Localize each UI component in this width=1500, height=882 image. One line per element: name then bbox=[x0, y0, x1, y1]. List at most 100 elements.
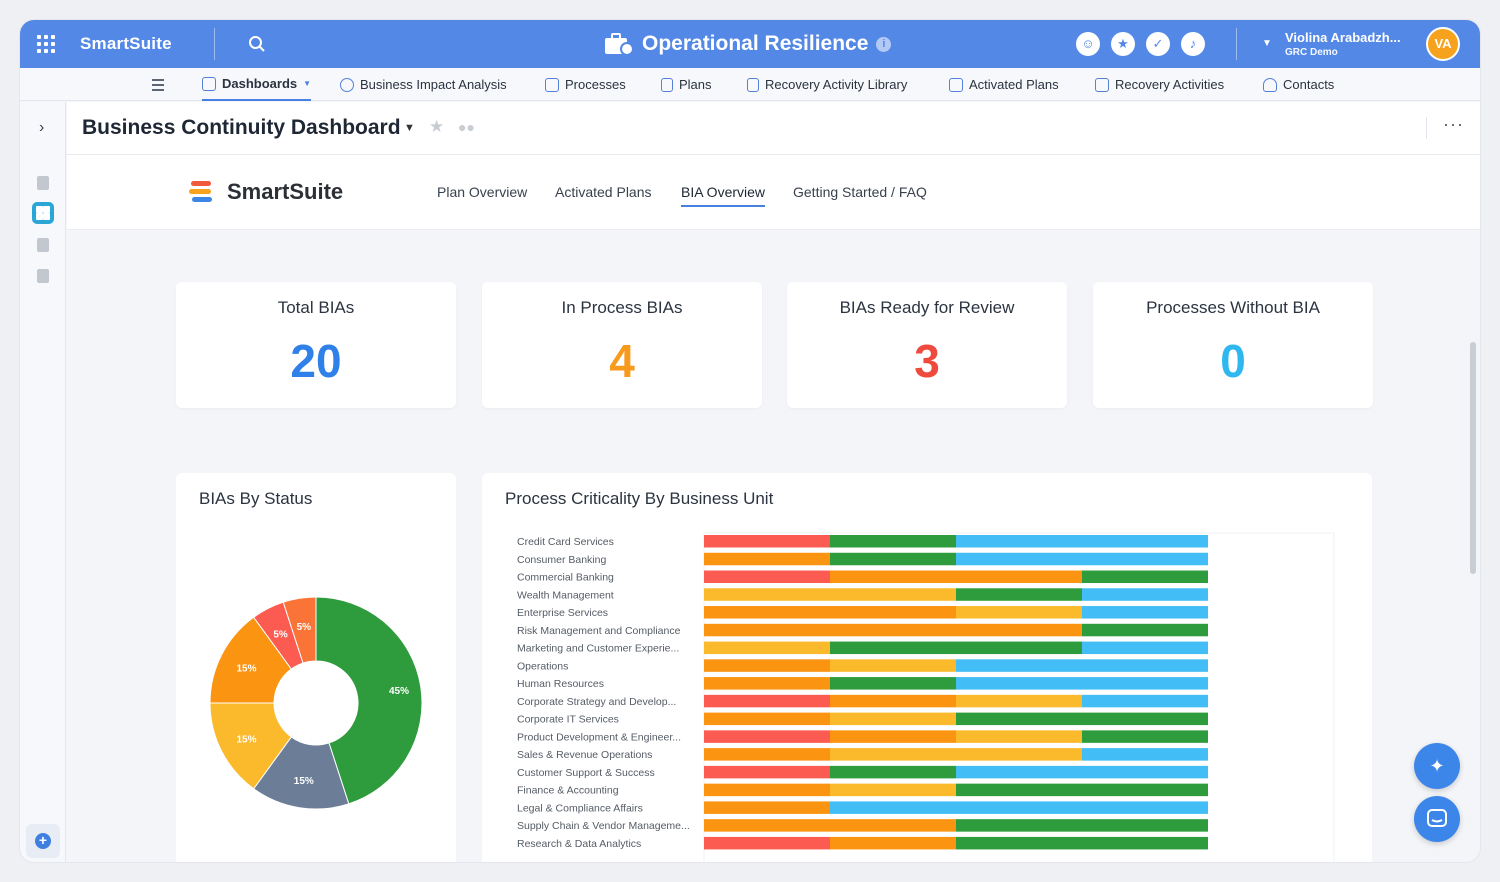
avatar[interactable]: VA bbox=[1426, 27, 1460, 61]
nav-dashboards[interactable]: Dashboards ▼ bbox=[202, 68, 312, 101]
nav-recovery-activities[interactable]: Recovery Activities bbox=[1095, 68, 1224, 101]
donut-slice[interactable] bbox=[282, 596, 317, 664]
bar-segment[interactable] bbox=[704, 730, 830, 743]
bar-segment[interactable] bbox=[704, 552, 830, 566]
donut-slice[interactable] bbox=[315, 596, 423, 805]
bar-segment[interactable] bbox=[830, 748, 1082, 761]
nav-contacts[interactable]: Contacts bbox=[1263, 68, 1334, 101]
bar-segment[interactable] bbox=[830, 694, 956, 708]
bar-segment[interactable] bbox=[830, 535, 956, 548]
bar-segment[interactable] bbox=[1082, 570, 1208, 584]
search-icon[interactable] bbox=[248, 35, 266, 53]
kpi-in-process-bias[interactable]: In Process BIAs 4 bbox=[482, 282, 762, 408]
ai-assistant-button[interactable]: ✦ bbox=[1414, 743, 1460, 789]
tab-plan-overview[interactable]: Plan Overview bbox=[437, 184, 528, 200]
bar-segment[interactable] bbox=[1082, 748, 1208, 761]
bar-segment[interactable] bbox=[1082, 623, 1208, 637]
bar-segment[interactable] bbox=[704, 623, 1082, 637]
layout-icon[interactable] bbox=[37, 238, 49, 252]
bar-segment[interactable] bbox=[830, 801, 1208, 814]
add-button[interactable]: + bbox=[26, 824, 60, 858]
bar-segment[interactable] bbox=[956, 694, 1082, 708]
bar-segment[interactable] bbox=[830, 677, 956, 690]
bar-segment[interactable] bbox=[704, 535, 830, 548]
notifications-icon[interactable]: ♪ bbox=[1181, 32, 1205, 56]
nav-activated-plans[interactable]: Activated Plans bbox=[949, 68, 1059, 101]
bar-segment[interactable] bbox=[704, 748, 830, 761]
team-icon[interactable]: ☺ bbox=[1076, 32, 1100, 56]
bar-segment[interactable] bbox=[830, 570, 1082, 584]
bar-segment[interactable] bbox=[704, 570, 830, 584]
share-icon[interactable]: ●● bbox=[458, 119, 475, 135]
bar-segment[interactable] bbox=[956, 659, 1208, 672]
menu-icon[interactable] bbox=[152, 79, 164, 94]
bar-segment[interactable] bbox=[704, 694, 830, 708]
nav-recovery-activity-library[interactable]: Recovery Activity Library bbox=[747, 68, 907, 101]
bar-segment[interactable] bbox=[956, 588, 1082, 601]
bar-segment[interactable] bbox=[704, 641, 830, 655]
bar-segment[interactable] bbox=[830, 641, 1082, 655]
bar-segment[interactable] bbox=[1082, 641, 1208, 655]
criticality-bar-chart[interactable]: Credit Card Services Consumer Banking Comm… bbox=[482, 473, 1372, 862]
bar-segment[interactable] bbox=[830, 765, 956, 779]
bar-segment[interactable] bbox=[956, 765, 1208, 779]
bar-segment[interactable] bbox=[1082, 588, 1208, 601]
nav-plans[interactable]: Plans bbox=[661, 68, 712, 101]
bar-segment[interactable] bbox=[704, 659, 830, 672]
bar-segment[interactable] bbox=[704, 801, 830, 814]
bar-segment[interactable] bbox=[956, 552, 1208, 566]
expand-icon[interactable]: › bbox=[39, 119, 45, 136]
chat-button[interactable] bbox=[1414, 796, 1460, 842]
check-icon[interactable]: ✓ bbox=[1146, 32, 1170, 56]
bar-segment[interactable] bbox=[956, 783, 1208, 797]
favorites-icon[interactable]: ★ bbox=[1111, 32, 1135, 56]
bar-segment[interactable] bbox=[956, 730, 1082, 743]
bar-segment[interactable] bbox=[704, 836, 830, 850]
bar-segment[interactable] bbox=[704, 712, 830, 726]
bar-segment[interactable] bbox=[830, 730, 956, 743]
bar-segment[interactable] bbox=[830, 659, 956, 672]
chevron-down-icon[interactable]: ▼ bbox=[1262, 38, 1272, 49]
apps-grid-icon[interactable] bbox=[37, 35, 55, 53]
tab-getting-started-faq[interactable]: Getting Started / FAQ bbox=[793, 184, 927, 200]
dashboard-icon[interactable] bbox=[32, 202, 54, 224]
bar-segment[interactable] bbox=[704, 588, 956, 601]
bar-segment[interactable] bbox=[1082, 606, 1208, 619]
bar-segment[interactable] bbox=[830, 836, 956, 850]
chevron-down-icon[interactable]: ▼ bbox=[404, 122, 415, 134]
bar-segment[interactable] bbox=[830, 783, 956, 797]
bar-segment[interactable] bbox=[830, 712, 956, 726]
kpi-processes-without-bia[interactable]: Processes Without BIA 0 bbox=[1093, 282, 1373, 408]
tab-bia-overview[interactable]: BIA Overview bbox=[681, 184, 766, 207]
bar-segment[interactable] bbox=[830, 552, 956, 566]
kpi-bias-ready-for-review[interactable]: BIAs Ready for Review 3 bbox=[787, 282, 1067, 408]
more-options-icon[interactable]: ··· bbox=[1443, 114, 1464, 134]
bar-segment[interactable] bbox=[704, 819, 956, 832]
kpi-total-bias[interactable]: Total BIAs 20 bbox=[176, 282, 456, 408]
scrollbar[interactable] bbox=[1470, 342, 1476, 574]
bar-segment[interactable] bbox=[956, 606, 1082, 619]
star-icon[interactable]: ★ bbox=[429, 117, 445, 136]
category-label: Credit Card Services bbox=[517, 536, 614, 548]
page-title[interactable]: Business Continuity Dashboard bbox=[82, 116, 401, 139]
nav-processes[interactable]: Processes bbox=[545, 68, 626, 101]
tab-activated-plans[interactable]: Activated Plans bbox=[555, 184, 652, 200]
bar-segment[interactable] bbox=[956, 712, 1208, 726]
bar-segment[interactable] bbox=[704, 765, 830, 779]
report-icon[interactable] bbox=[37, 269, 49, 283]
bar-segment[interactable] bbox=[956, 535, 1208, 548]
bar-segment[interactable] bbox=[956, 836, 1208, 850]
nav-business-impact-analysis[interactable]: Business Impact Analysis bbox=[340, 68, 507, 101]
bar-segment[interactable] bbox=[956, 819, 1208, 832]
info-icon[interactable]: i bbox=[876, 36, 892, 52]
bar-segment[interactable] bbox=[704, 606, 956, 619]
bar-segment[interactable] bbox=[704, 783, 830, 797]
bar-segment[interactable] bbox=[1082, 694, 1208, 708]
user-name[interactable]: Violina Arabadzh... bbox=[1285, 30, 1401, 45]
brand-name[interactable]: SmartSuite bbox=[80, 34, 172, 53]
bar-segment[interactable] bbox=[956, 677, 1208, 690]
document-icon[interactable] bbox=[37, 176, 49, 190]
bar-segment[interactable] bbox=[704, 677, 830, 690]
bar-segment[interactable] bbox=[1082, 730, 1208, 743]
status-donut-chart[interactable]: 45% 15% 15% 15% 5% 5% bbox=[176, 473, 456, 862]
